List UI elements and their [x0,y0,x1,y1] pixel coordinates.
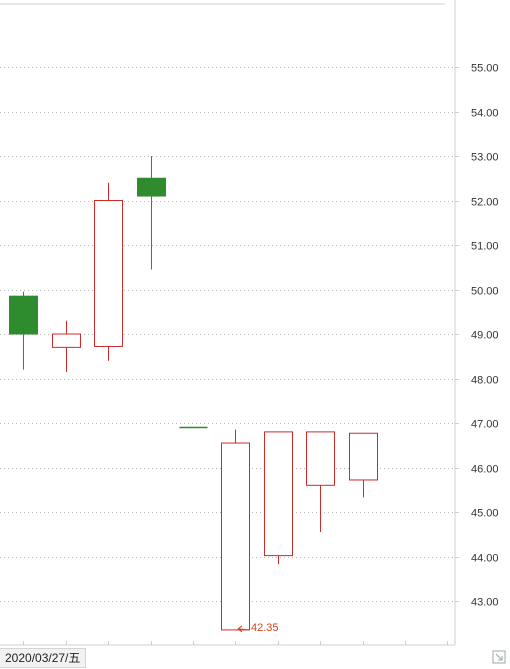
candle [137,156,166,270]
min-arrow [237,625,250,633]
candle-body [306,431,335,486]
price-axis: 55.00 54.00 53.00 52.00 51.00 50.00 49.00 48.00… [0,0,499,646]
y-tick-label: 48.00 [471,375,499,387]
candle-body [9,295,38,335]
y-tick-label: 55.00 [471,63,499,75]
candle [9,291,38,370]
y-tick-label: 46.00 [471,464,499,476]
y-tick-label: 52.00 [471,197,499,209]
candle-body [349,432,378,481]
candle [306,431,335,533]
min-price-label: 42.35 [251,622,279,634]
y-tick-label: 54.00 [471,108,499,120]
candles [9,156,378,631]
expand-icon[interactable] [492,650,506,664]
candle-body [264,431,293,557]
y-tick-label: 47.00 [471,419,499,431]
y-tick-label: 45.00 [471,508,499,520]
candle-body [221,442,250,631]
candle-body [94,200,123,347]
y-tick-label: 50.00 [471,286,499,298]
candle [52,320,81,372]
date-label: 2020/03/27/五 [0,648,87,668]
candle-body [137,177,166,197]
y-tick-label: 53.00 [471,152,499,164]
y-tick-label: 44.00 [471,553,499,565]
y-tick-label: 51.00 [471,241,499,253]
annotations: 42.35 [237,622,279,634]
candle-body [52,333,81,348]
candle [94,182,123,361]
candle [264,431,293,565]
y-tick-label: 49.00 [471,330,499,342]
y-tick-label: 43.00 [471,597,499,609]
candle [221,429,250,631]
candle [349,432,378,498]
